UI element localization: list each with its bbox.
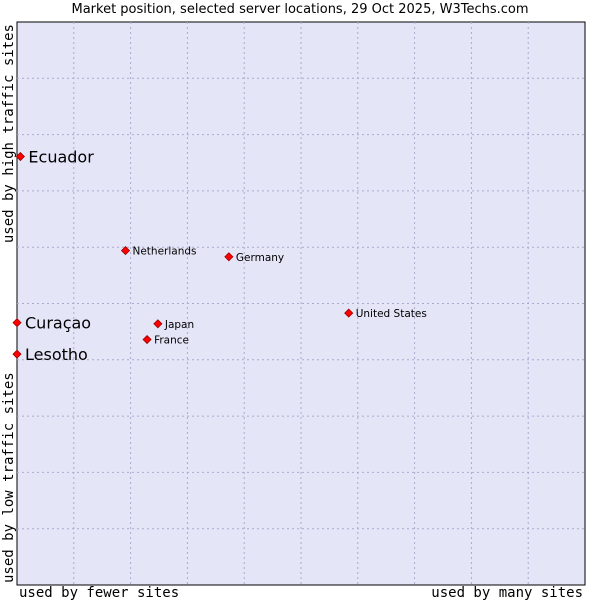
point-label-netherlands: Netherlands — [132, 246, 196, 258]
point-label-ecuador: Ecuador — [28, 148, 94, 167]
point-marker-netherlands — [120, 246, 131, 256]
point-marker-ecuador — [15, 151, 25, 162]
point-label-japan: Japan — [164, 319, 194, 331]
x-axis-label-right: used by many sites — [431, 585, 583, 600]
y-axis-label-bottom: used by low traffic sites — [1, 372, 17, 583]
point-marker-cura-ao — [12, 318, 22, 328]
point-marker-united-states — [344, 308, 354, 318]
point-label-cura-ao: Curaçao — [25, 314, 91, 333]
point-label-germany: Germany — [236, 252, 284, 264]
x-axis-label-left: used by fewer sites — [19, 585, 179, 600]
data-points: Ecuador Netherlands Germany United States Cu… — [12, 148, 427, 364]
chart-title: Market position, selected server locatio… — [71, 2, 528, 17]
point-label-lesotho: Lesotho — [25, 345, 88, 364]
point-marker-germany — [224, 252, 234, 262]
point-marker-lesotho — [12, 349, 22, 359]
point-label-united-states: United States — [356, 308, 427, 320]
grid-lines — [17, 22, 585, 585]
y-axis-label-top: used by high traffic sites — [1, 24, 17, 243]
point-label-france: France — [154, 335, 189, 347]
point-marker-japan — [153, 319, 163, 329]
point-marker-france — [142, 334, 152, 345]
